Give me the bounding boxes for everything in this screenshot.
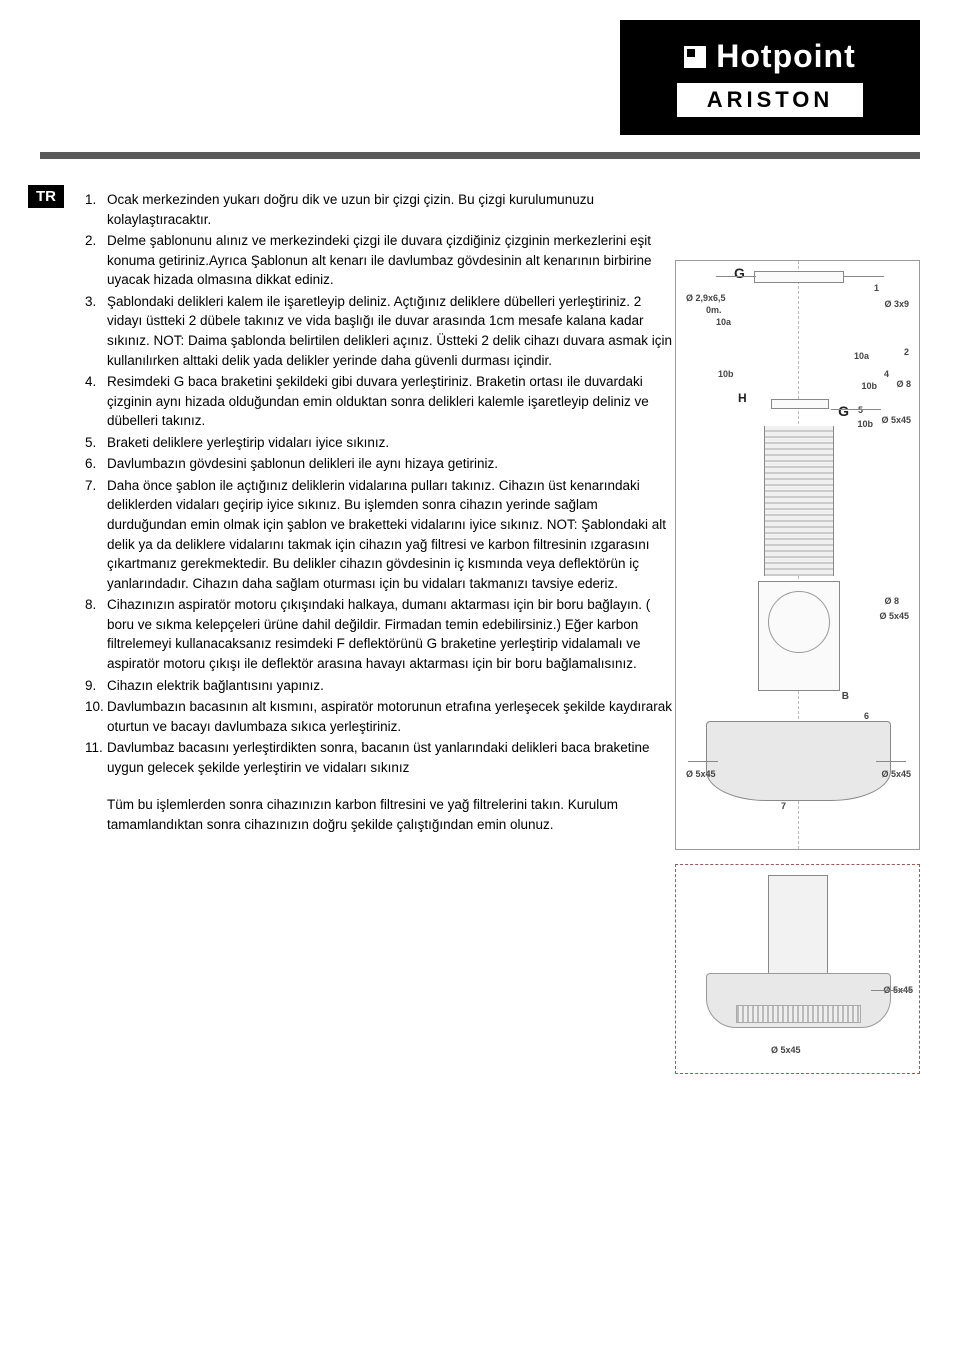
flex-pipe [764,426,834,576]
chimney [768,875,828,975]
label-d8: Ø 5x45 [881,769,911,779]
brand-name: Hotpoint [716,38,856,75]
instruction-item: Braketi deliklere yerleştirip vidaları i… [85,433,675,453]
label-2: 2 [904,347,909,357]
leader-line [688,761,718,762]
label-d2: Ø 3x9 [884,299,909,309]
label-d8-bottom: Ø 5x45 [771,1045,801,1055]
leader-line [844,276,884,277]
label-h: H [738,391,747,405]
label-d7: Ø 5x45 [686,769,716,779]
label-d5: Ø 8 [884,596,899,606]
leader-line [876,761,906,762]
label-6: 6 [864,711,869,721]
label-10b-l: 10b [718,369,734,379]
instruction-item: Delme şablonunu alınız ve merkezindeki ç… [85,231,675,290]
instruction-item: Resimdeki G baca braketini şekildeki gib… [85,372,675,431]
brand-icon [684,46,706,68]
brand-header: Hotpoint ARISTON [620,20,920,135]
instruction-item: Davlumbazın bacasının alt kısmını, aspir… [85,697,675,736]
diagram-container: G Ø 2,9x6,5 0m. 10a 1 Ø 3x9 10a 2 4 10b … [675,260,920,1074]
sub-brand: ARISTON [677,83,864,117]
instruction-item: Daha önce şablon ile açtığınız delikleri… [85,476,675,593]
label-10a-r: 10a [854,351,869,361]
label-1: 1 [874,283,879,293]
label-10a-l: 10a [716,317,731,327]
leader-line [831,409,881,410]
diagram-installation: G Ø 2,9x6,5 0m. 10a 1 Ø 3x9 10a 2 4 10b … [675,260,920,850]
instructions-block: Ocak merkezinden yukarı doğru dik ve uzu… [85,190,675,834]
label-g-mid: G [838,403,849,419]
label-5: 5 [858,405,863,415]
hood-body [706,721,891,801]
label-d3: Ø 8 [896,379,911,389]
instruction-item: Davlumbaz bacasını yerleştirdikten sonra… [85,738,675,777]
label-g-top: G [734,265,745,281]
language-badge: TR [28,185,64,208]
label-d1: Ø 2,9x6,5 [686,293,726,303]
instruction-item: Ocak merkezinden yukarı doğru dik ve uzu… [85,190,675,229]
instruction-item: Davlumbazın gövdesini şablonun delikleri… [85,454,675,474]
instruction-item: Şablondaki delikleri kalem ile işaretley… [85,292,675,370]
leader-line [871,990,911,991]
header-rule [40,152,920,159]
instructions-footer: Tüm bu işlemlerden sonra cihazınızın kar… [85,795,675,834]
leader-line [716,276,756,277]
label-10b-r: 10b [861,381,877,391]
label-d6: Ø 5x45 [879,611,909,621]
label-10b-r2: 10b [857,419,873,429]
label-7: 7 [781,801,786,811]
instructions-list: Ocak merkezinden yukarı doğru dik ve uzu… [85,190,675,777]
brand-row: Hotpoint [684,38,856,75]
motor-fan [768,591,830,653]
label-d4: Ø 5x45 [881,415,911,425]
label-4s: 4 [884,369,889,379]
label-b: B [842,691,849,702]
label-0m: 0m. [706,305,722,315]
hood-filter [736,1005,861,1023]
instruction-item: Cihazın elektrik bağlantısını yapınız. [85,676,675,696]
instruction-item: Cihazınızın aspiratör motoru çıkışındaki… [85,595,675,673]
bracket-g [754,271,844,283]
diagram-finished: Ø 5x45 Ø 5x45 [675,864,920,1074]
bracket-g-mid [771,399,829,409]
